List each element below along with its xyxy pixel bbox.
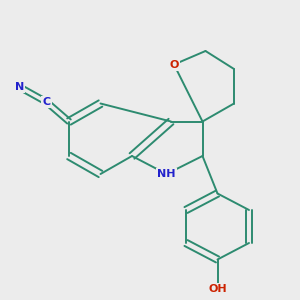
Text: NH: NH [157,169,176,179]
Text: C: C [42,97,51,107]
Text: O: O [169,59,179,70]
Text: OH: OH [208,284,227,295]
Text: N: N [15,82,24,92]
